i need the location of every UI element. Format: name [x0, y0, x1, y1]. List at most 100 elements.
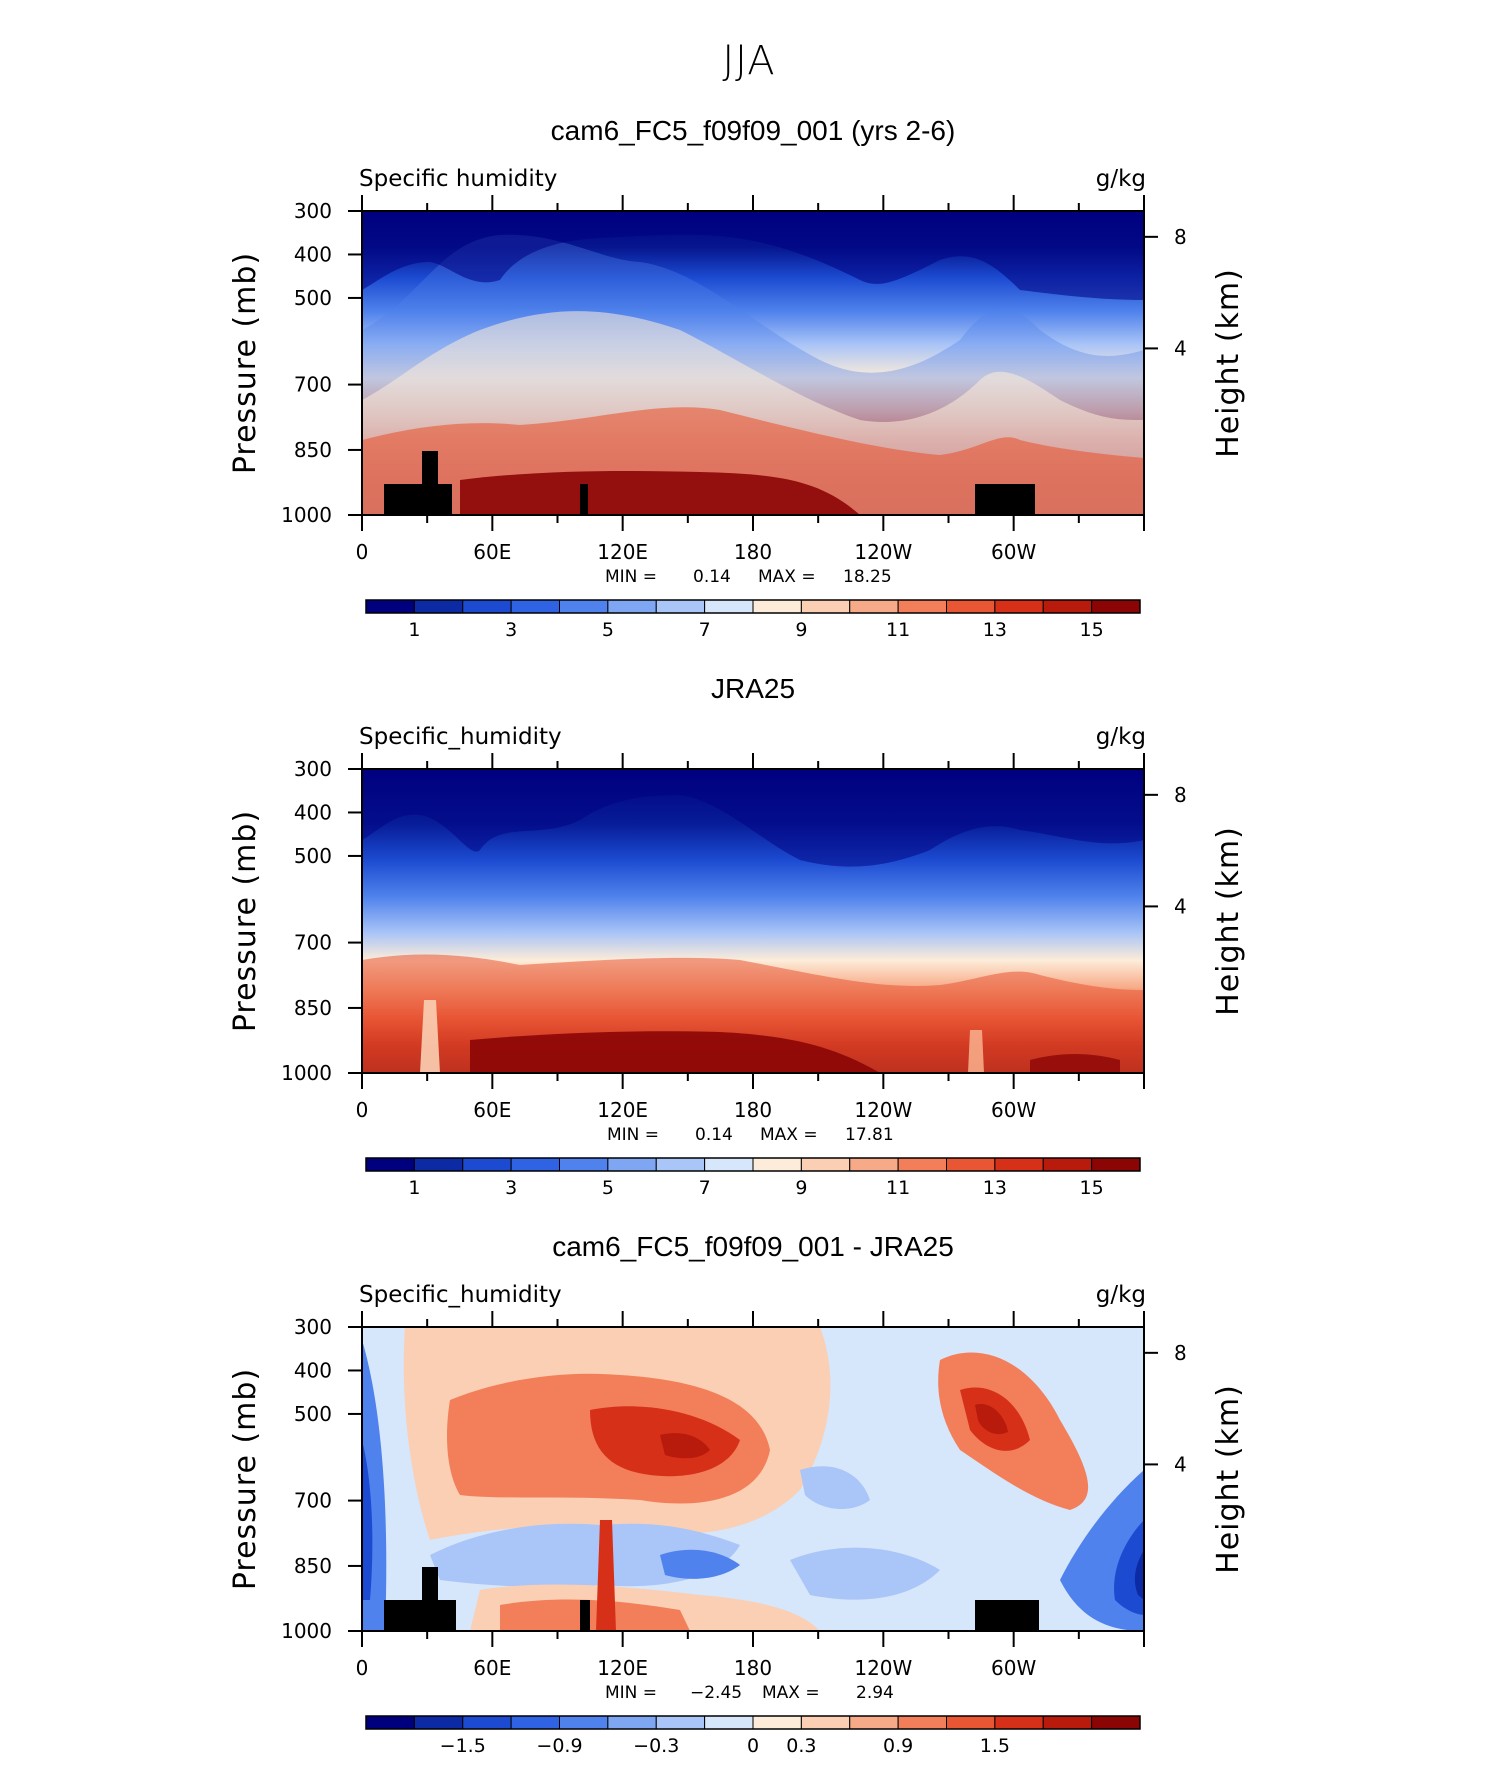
panel-1-max-label: MAX = [758, 567, 816, 587]
panel-2-ylabel: Pressure (mb) [228, 810, 263, 1032]
colorbar-tick-label: 15 [1080, 1177, 1104, 1199]
colorbar-frame [365, 1715, 1141, 1730]
y-tick-label: 1000 [281, 1619, 332, 1643]
colorbar-box [849, 1715, 899, 1730]
colorbar-tick-label: 15 [1080, 619, 1104, 641]
colorbar-box [704, 599, 754, 614]
panel-3-terrain [384, 1567, 1039, 1631]
panel-1-units-label: g/kg [1096, 166, 1146, 192]
panel-1-ylabel-right: Height (km) [1211, 268, 1246, 458]
panel-3-title: cam6_FC5_f09f09_001 - JRA25 [552, 1231, 954, 1262]
colorbar-tick-label: 11 [886, 1177, 910, 1199]
colorbar-tick-label: 7 [699, 619, 711, 641]
y-right-tick-label: 4 [1174, 1452, 1187, 1476]
x-tick-label: 120W [854, 1098, 912, 1122]
colorbar-box [1091, 1157, 1141, 1172]
panel-2-min-value: 0.14 [695, 1125, 733, 1145]
colorbar-box [897, 599, 947, 614]
colorbar-box [946, 1157, 996, 1172]
y-tick-label: 700 [294, 931, 332, 955]
colorbar-box [462, 1715, 512, 1730]
colorbar-box [607, 1715, 657, 1730]
x-tick-label: 60W [991, 1656, 1036, 1680]
colorbar-tick-label: 13 [983, 619, 1007, 641]
y-right-tick-label: 4 [1174, 336, 1187, 360]
colorbar-tick-label: 1.5 [980, 1735, 1010, 1757]
x-tick-label: 60E [473, 540, 511, 564]
panel-3-min-value: −2.45 [690, 1683, 742, 1703]
panel-1-min-value: 0.14 [693, 567, 731, 587]
colorbar-box [365, 1715, 415, 1730]
y-tick-label: 300 [294, 1315, 332, 1339]
colorbar-box [897, 1715, 947, 1730]
colorbar-box [994, 1715, 1044, 1730]
x-tick-label: 180 [734, 540, 772, 564]
panel-3: cam6_FC5_f09f09_001 - JRA25 Specific_hum… [228, 1231, 1246, 1757]
colorbar-box [849, 599, 899, 614]
panel-2-variable-label: Specific_humidity [359, 724, 562, 750]
y-right-tick-label: 8 [1174, 783, 1187, 807]
panel-2-max-label: MAX = [760, 1125, 818, 1145]
x-tick-label: 60W [991, 540, 1036, 564]
colorbar-box [655, 1715, 706, 1730]
y-tick-label: 500 [294, 286, 332, 310]
y-tick-label: 500 [294, 1402, 332, 1426]
x-tick-label: 120W [854, 540, 912, 564]
colorbar-box [800, 599, 851, 614]
colorbar-box [946, 599, 996, 614]
colorbar-box [510, 1715, 560, 1730]
colorbar-tick-label: −1.5 [440, 1735, 486, 1757]
colorbar-box [704, 1157, 754, 1172]
colorbar-box [462, 599, 512, 614]
panel-3-ylabel: Pressure (mb) [228, 1368, 263, 1590]
colorbar-box [462, 1157, 512, 1172]
colorbar-box [800, 1715, 851, 1730]
y-tick-label: 400 [294, 242, 332, 266]
colorbar-box [607, 599, 657, 614]
panel-2-colorbar: 1 3 5 7 9 11 13 15 [365, 1157, 1141, 1199]
x-tick-label: 0 [356, 1098, 369, 1122]
colorbar-tick-label: 9 [795, 619, 807, 641]
colorbar-box [897, 1157, 947, 1172]
y-tick-label: 500 [294, 844, 332, 868]
colorbar-box [413, 1715, 464, 1730]
colorbar-box [752, 1157, 802, 1172]
panel-1-terrain [384, 451, 1035, 515]
x-tick-label: 120E [597, 1656, 648, 1680]
colorbar-tick-label: 7 [699, 1177, 711, 1199]
panel-2-title: JRA25 [711, 673, 795, 704]
colorbar-box [413, 1157, 464, 1172]
colorbar-box [559, 1157, 609, 1172]
colorbar-tick-label: 0.3 [786, 1735, 816, 1757]
colorbar-tick-label: 0 [747, 1735, 759, 1757]
panel-1: cam6_FC5_f09f09_001 (yrs 2-6) Specific h… [228, 115, 1246, 641]
y-right-tick-label: 4 [1174, 894, 1187, 918]
y-tick-label: 850 [294, 438, 332, 462]
colorbar-box [800, 1157, 851, 1172]
colorbar-box [559, 1715, 609, 1730]
colorbar-tick-label: 11 [886, 619, 910, 641]
colorbar-box [510, 599, 560, 614]
colorbar-tick-label: −0.9 [536, 1735, 582, 1757]
panel-1-axes: 0 60E 120E 180 120W 60W 300 400 500 700 850 1000 8 4 [281, 195, 1187, 564]
panel-1-title: cam6_FC5_f09f09_001 (yrs 2-6) [551, 115, 956, 146]
colorbar-box [365, 599, 415, 614]
panel-3-min-label: MIN = [605, 1683, 657, 1703]
panel-3-colorbar: −1.5 −0.9 −0.3 0 0.3 0.9 1.5 [365, 1715, 1141, 1757]
panel-3-units-label: g/kg [1096, 1282, 1146, 1308]
colorbar-box [1091, 599, 1141, 614]
y-tick-label: 700 [294, 373, 332, 397]
colorbar-box [946, 1715, 996, 1730]
panel-2-ylabel-right: Height (km) [1211, 826, 1246, 1016]
colorbar-tick-label: 1 [408, 619, 420, 641]
x-tick-label: 120W [854, 1656, 912, 1680]
colorbar-box [655, 1157, 706, 1172]
colorbar-tick-label: 0.9 [883, 1735, 913, 1757]
x-tick-label: 60E [473, 1656, 511, 1680]
colorbar-tick-label: 1 [408, 1177, 420, 1199]
colorbar-tick-label: −0.3 [633, 1735, 679, 1757]
y-tick-label: 700 [294, 1489, 332, 1513]
x-tick-label: 60E [473, 1098, 511, 1122]
colorbar-frame [365, 1157, 1141, 1172]
